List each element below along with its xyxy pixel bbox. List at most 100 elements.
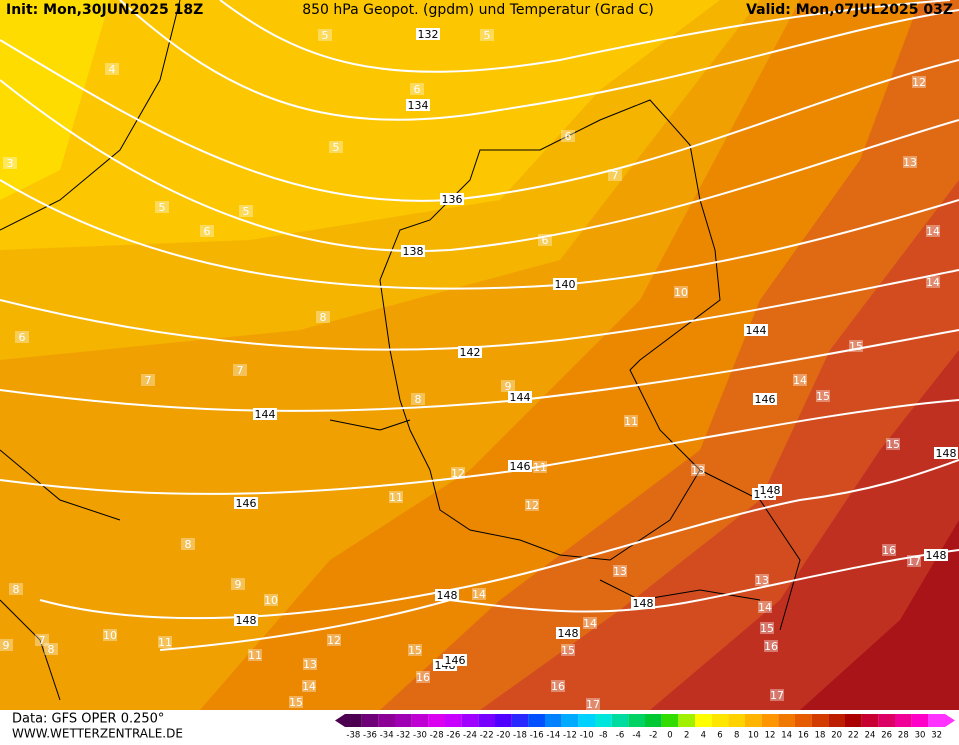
geopotential-label-box — [556, 627, 580, 639]
geopotential-label-box — [435, 589, 459, 601]
scale-swatch — [778, 714, 795, 727]
scale-label: -34 — [380, 731, 394, 741]
temperature-label-box — [248, 649, 262, 661]
temperature-label-box — [793, 374, 807, 386]
temperature-label-box — [561, 130, 575, 142]
scale-swatch — [711, 714, 729, 727]
geopotential-contours — [0, 0, 959, 651]
scale-swatch — [678, 714, 695, 727]
temperature-label-box — [15, 331, 29, 343]
scale-label: 28 — [898, 731, 909, 741]
temperature-label-box — [624, 415, 638, 427]
scale-label: 10 — [748, 731, 759, 741]
geopotential-label: 148 — [760, 484, 781, 497]
temperature-label: 7 — [145, 374, 152, 387]
temperature-label: 3 — [7, 157, 14, 170]
temperature-label-box — [302, 680, 316, 692]
geopotential-label-box — [553, 278, 577, 290]
temperature-label: 12 — [525, 499, 539, 512]
scale-label: -2 — [649, 731, 657, 741]
temperature-label: 15 — [561, 644, 575, 657]
scale-swatch — [695, 714, 712, 727]
temperature-label-box — [907, 555, 921, 567]
temperature-label: 16 — [551, 680, 565, 693]
temperature-label-box — [755, 574, 769, 586]
scale-label: -14 — [546, 731, 560, 741]
scale-swatch — [728, 714, 745, 727]
temperature-label-box — [538, 234, 552, 246]
temperature-label-box — [316, 311, 330, 323]
scale-label: 4 — [701, 731, 706, 741]
scale-label: 20 — [831, 731, 842, 741]
temperature-label: 16 — [764, 640, 778, 653]
temperature-label: 11 — [624, 415, 638, 428]
temperature-label-box — [849, 340, 863, 352]
temperature-label: 5 — [243, 205, 250, 218]
temperature-label-box — [239, 205, 253, 217]
temperature-label-box — [318, 29, 332, 41]
temperature-label-box — [903, 156, 917, 168]
geopotential-label: 148 — [437, 589, 458, 602]
geopotential-label-box — [631, 597, 655, 609]
scale-label: -30 — [413, 731, 427, 741]
scale-swatch — [345, 714, 362, 727]
temperature-label-box — [586, 698, 600, 710]
scale-swatch — [528, 714, 545, 727]
scale-label: -32 — [396, 731, 410, 741]
scale-swatch — [395, 714, 412, 727]
geopotential-label-box — [234, 614, 258, 626]
scale-label: 0 — [667, 731, 672, 741]
temperature-label: 10 — [674, 286, 688, 299]
temperature-label: 6 — [414, 83, 421, 96]
temperature-label-box — [44, 643, 58, 655]
contour-labels: 1321341361381401421441441441461461461481… — [0, 28, 958, 711]
temperature-label: 14 — [302, 680, 316, 693]
geopotential-label-box — [440, 193, 464, 205]
temperature-label: 5 — [484, 29, 491, 42]
temperature-label: 17 — [907, 555, 921, 568]
scale-label: 24 — [865, 731, 876, 741]
temperature-label: 6 — [204, 225, 211, 238]
scale-swatch — [545, 714, 562, 727]
valid-time: Valid: Mon,07JUL2025 03Z — [746, 2, 953, 18]
geopotential-label: 146 — [445, 654, 466, 667]
geopotential-label-box — [753, 393, 777, 405]
temperature-label-box — [410, 83, 424, 95]
temperature-label: 13 — [691, 464, 705, 477]
scale-label: 12 — [765, 731, 776, 741]
scale-swatch — [495, 714, 512, 727]
scale-swatch — [361, 714, 379, 727]
temperature-label-box — [0, 639, 13, 651]
scale-label: 26 — [881, 731, 892, 741]
temperature-label-box — [674, 286, 688, 298]
scale-swatch — [811, 714, 829, 727]
temperature-label: 12 — [912, 76, 926, 89]
temperature-label: 17 — [770, 689, 784, 702]
geopotential-label: 134 — [408, 99, 429, 112]
geopotential-label: 142 — [460, 346, 481, 359]
temperature-label: 17 — [586, 698, 600, 711]
temperature-label: 15 — [760, 622, 774, 635]
scale-swatch — [911, 714, 929, 727]
geopotential-label-box — [508, 391, 532, 403]
temperature-label-box — [231, 578, 245, 590]
temperature-label: 9 — [235, 578, 242, 591]
temperature-label: 12 — [451, 467, 465, 480]
geopotential-label: 148 — [558, 627, 579, 640]
scale-swatch — [795, 714, 812, 727]
geopotential-label-box — [416, 28, 440, 40]
scale-label: -4 — [632, 731, 640, 741]
temperature-label: 6 — [565, 130, 572, 143]
geopotential-label-box — [234, 497, 258, 509]
temperature-label-box — [158, 636, 172, 648]
scale-swatch — [578, 714, 595, 727]
temperature-label-box — [472, 588, 486, 600]
temperature-label: 14 — [926, 276, 940, 289]
temperature-label: 14 — [926, 225, 940, 238]
temperature-label: 7 — [39, 634, 46, 647]
temperature-label-box — [608, 169, 622, 181]
temperature-label-box — [35, 634, 49, 646]
website: WWW.WETTERZENTRALE.DE — [12, 727, 183, 741]
temperature-label: 14 — [793, 374, 807, 387]
